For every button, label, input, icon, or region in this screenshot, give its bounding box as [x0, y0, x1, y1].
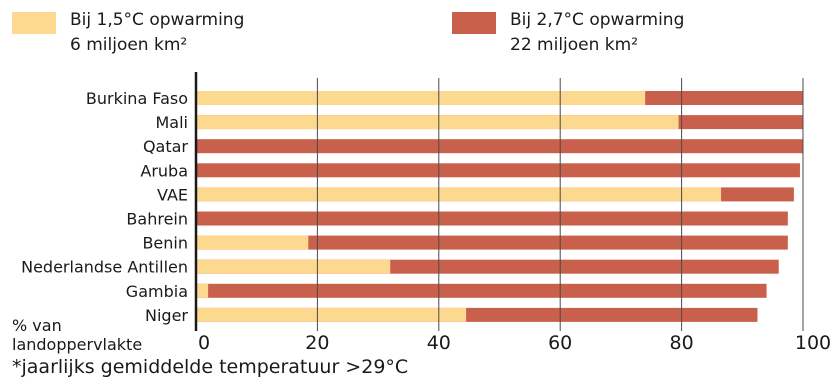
footnote: *jaarlijks gemiddelde temperatuur >29°C: [12, 356, 409, 378]
legend-area-2-7c: 22 miljoen km²: [510, 35, 639, 55]
bar-1-5c-gambia: [196, 283, 209, 298]
axis-title-line-2: landoppervlakte: [12, 335, 143, 354]
bar-1-5c-benin: [196, 235, 309, 250]
x-tick-label-100: 100: [795, 332, 831, 354]
bar-2-7c-gambia: [196, 283, 767, 298]
bar-1-5c-vae: [196, 187, 722, 202]
category-label-gambia: Gambia: [126, 282, 188, 301]
category-label-burkina-faso: Burkina Faso: [86, 89, 188, 108]
legend-swatch-1-5c: [12, 12, 56, 34]
bar-1-5c-nederlandse-antillen: [196, 259, 391, 274]
x-tick-label-80: 80: [670, 332, 694, 354]
bar-2-7c-bahrein: [196, 211, 788, 226]
category-label-nederlandse-antillen: Nederlandse Antillen: [21, 258, 188, 277]
category-label-benin: Benin: [142, 234, 188, 253]
category-label-mali: Mali: [156, 113, 189, 132]
x-tick-label-60: 60: [548, 332, 572, 354]
category-label-niger: Niger: [145, 306, 188, 325]
bar-2-7c-qatar: [196, 139, 803, 154]
bar-1-5c-mali: [196, 115, 679, 130]
axis-title: % van landoppervlakte: [12, 316, 142, 354]
category-label-bahrein: Bahrein: [126, 210, 188, 229]
category-label-vae: VAE: [157, 185, 188, 204]
legend-label-2-7c: Bij 2,7°C opwarming: [510, 10, 685, 30]
bar-2-7c-aruba: [196, 163, 800, 178]
bar-1-5c-burkina-faso: [196, 91, 646, 105]
bar-1-5c-niger: [196, 307, 467, 322]
x-tick-label-20: 20: [305, 332, 329, 354]
x-tick-label-40: 40: [427, 332, 451, 354]
category-label-qatar: Qatar: [143, 137, 188, 156]
x-tick-label-0: 0: [198, 332, 210, 354]
legend-label-1-5c: Bij 1,5°C opwarming: [70, 10, 245, 30]
bar-2-7c-benin: [196, 235, 788, 250]
category-label-aruba: Aruba: [140, 161, 188, 180]
legend-area-1-5c: 6 miljoen km²: [70, 35, 188, 55]
legend-swatch-2-7c: [452, 12, 496, 34]
axis-title-line-1: % van: [12, 316, 62, 335]
